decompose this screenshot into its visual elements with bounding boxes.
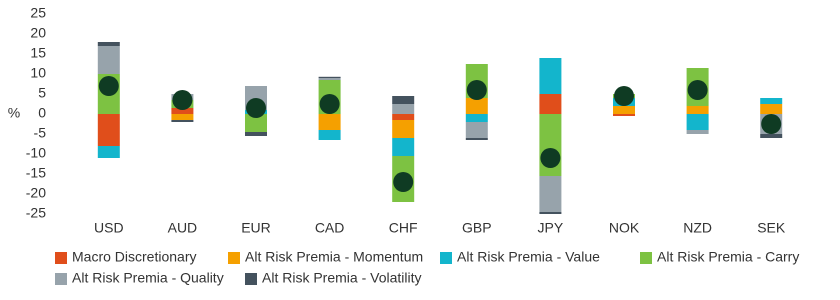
legend-swatch	[228, 252, 240, 264]
bar-segment	[465, 114, 488, 122]
bar-segment	[392, 114, 415, 120]
bar-segment	[392, 120, 415, 138]
bar-segment	[97, 114, 120, 146]
bar-segment	[539, 58, 562, 94]
y-tick-label: -5	[34, 125, 47, 141]
bar-segment	[171, 114, 194, 120]
y-tick-label: -10	[26, 145, 46, 161]
legend-swatch	[440, 252, 452, 264]
legend-label: Alt Risk Premia - Volatility	[262, 270, 421, 286]
legend-swatch	[55, 252, 67, 264]
x-tick-label: NOK	[609, 220, 640, 236]
y-tick-label: 20	[30, 25, 46, 41]
x-tick-label: NZD	[683, 220, 712, 236]
bar-segment	[539, 94, 562, 114]
x-tick-label: EUR	[241, 220, 271, 236]
total-dot	[246, 98, 266, 118]
bar-segment	[392, 138, 415, 156]
bar-segment	[760, 98, 783, 104]
bar-segment	[97, 42, 120, 46]
bar-segment	[465, 138, 488, 140]
bar-segment	[686, 106, 709, 114]
bar-segment	[686, 114, 709, 130]
x-tick-label: GBP	[462, 220, 492, 236]
legend-swatch	[640, 252, 652, 264]
bar-segment	[686, 130, 709, 134]
x-tick-label: AUD	[168, 220, 198, 236]
bar-segment	[760, 134, 783, 138]
bar-segment	[318, 114, 341, 130]
y-tick-label: 5	[38, 85, 46, 101]
x-tick-label: CAD	[315, 220, 345, 236]
bar-segment	[245, 132, 267, 136]
bar-segment	[318, 76, 341, 78]
bar-segment	[613, 106, 635, 114]
bar-segment	[171, 120, 194, 122]
total-dot	[466, 80, 487, 100]
bar-segment	[171, 108, 194, 114]
total-dot	[98, 76, 119, 96]
bar-segment	[97, 46, 120, 74]
y-tick-label: -15	[26, 165, 46, 181]
x-tick-label: CHF	[389, 220, 418, 236]
bar-segment	[97, 146, 120, 158]
bar-segment	[318, 78, 341, 80]
x-tick-label: SEK	[757, 220, 786, 236]
total-dot	[319, 94, 340, 114]
bar-segment	[318, 130, 341, 140]
bar-segment	[613, 114, 635, 116]
bar-segment	[392, 96, 415, 104]
bar-segment	[539, 212, 562, 214]
y-tick-label: 10	[30, 65, 46, 81]
legend-swatch	[245, 273, 257, 285]
bar-segment	[465, 98, 488, 114]
x-tick-label: USD	[94, 220, 124, 236]
legend-label: Macro Discretionary	[72, 249, 196, 265]
y-axis-label: %	[8, 105, 20, 121]
total-dot	[687, 80, 708, 100]
total-dot	[172, 90, 193, 110]
legend-label: Alt Risk Premia - Momentum	[245, 249, 423, 265]
total-dot	[393, 172, 414, 192]
legend-label: Alt Risk Premia - Carry	[657, 249, 799, 265]
y-tick-label: -20	[26, 185, 46, 201]
legend-label: Alt Risk Premia - Quality	[72, 270, 224, 286]
y-tick-label: 0	[38, 105, 46, 121]
y-tick-label: 15	[30, 45, 46, 61]
bar-segment	[392, 104, 415, 114]
total-dot	[540, 148, 561, 168]
total-dot	[761, 114, 782, 134]
bar-segment	[465, 122, 488, 138]
legend-swatch	[55, 273, 67, 285]
bar-segment	[245, 114, 267, 132]
bar-segment	[760, 104, 783, 114]
y-tick-label: -25	[26, 205, 46, 221]
total-dot	[614, 86, 634, 106]
bar-segment	[539, 176, 562, 212]
legend-label: Alt Risk Premia - Value	[457, 249, 600, 265]
x-tick-label: JPY	[538, 220, 564, 236]
y-tick-label: 25	[30, 5, 46, 21]
